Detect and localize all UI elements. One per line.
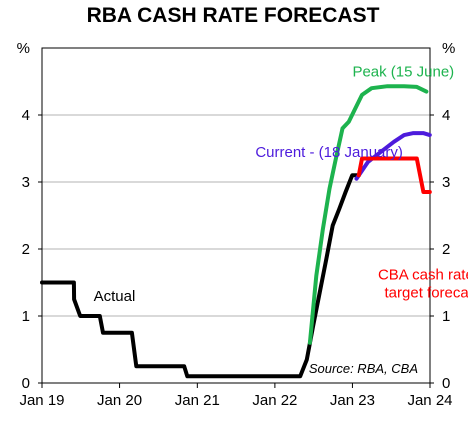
series-labels: Actual Peak (15 June) Current - (18 Januar…: [94, 63, 468, 376]
y-tick-label-left: 0: [22, 375, 30, 392]
x-tick-label: Jan 19: [19, 392, 64, 409]
y-unit-left: %: [17, 40, 30, 57]
y-tick-label-right: 3: [442, 174, 450, 191]
x-tick-label: Jan 22: [252, 392, 297, 409]
plot-frame: [41, 47, 431, 384]
y-tick-label-right: 2: [442, 241, 450, 258]
series-line-cba-cash-rate-target-forecast: [356, 156, 432, 194]
series-line-peak-15-june: [307, 84, 429, 345]
annotation-label: Peak (15 June): [352, 63, 454, 80]
y-tick-label-right: 0: [442, 375, 450, 392]
annotation-label: Current - (18 January): [255, 144, 403, 161]
x-tick-label: Jan 21: [175, 392, 220, 409]
annotation-label: target forecast: [385, 285, 468, 302]
y-tick-label-left: 4: [22, 107, 30, 124]
axes: 0 0 1 1 2 2 3 3 4 4% % Jan 19 Jan 20 Jan 21 Jan 22 Jan …: [17, 40, 456, 409]
y-tick-label-left: 1: [22, 308, 30, 325]
x-tick-label: Jan 20: [97, 392, 142, 409]
y-tick-label-right: 4: [442, 107, 450, 124]
y-unit-right: %: [442, 40, 455, 57]
chart-title: RBA CASH RATE FORECAST: [87, 4, 380, 27]
grid-lines: [42, 114, 430, 317]
annotation-label: CBA cash rate: [378, 266, 468, 283]
y-tick-label-left: 2: [22, 241, 30, 258]
x-tick-label: Jan 23: [330, 392, 375, 409]
series-lines: [40, 84, 432, 379]
y-tick-label-left: 3: [22, 174, 30, 191]
source-note: Source: RBA, CBA: [309, 361, 418, 376]
annotation-label: Actual: [94, 288, 136, 305]
x-tick-label: Jan 24: [407, 392, 452, 409]
series-line-actual: [40, 173, 361, 379]
y-tick-label-right: 1: [442, 308, 450, 325]
